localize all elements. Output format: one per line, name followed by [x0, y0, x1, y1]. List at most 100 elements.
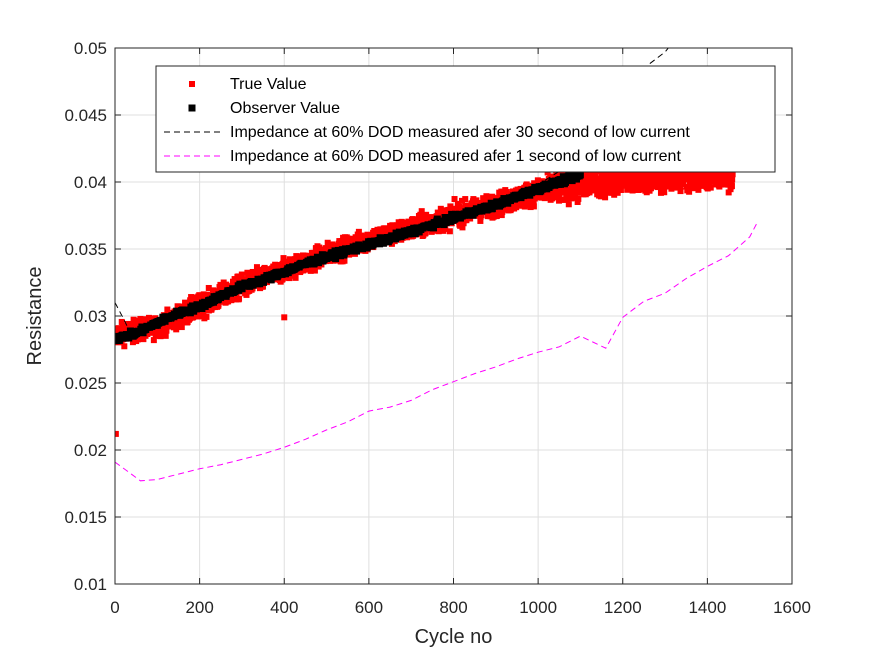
true-value-point [661, 189, 668, 196]
true-value-point [530, 203, 537, 210]
true-value-point [611, 191, 618, 198]
y-tick-label: 0.01 [74, 575, 107, 594]
true-value-point [718, 175, 725, 182]
true-value-point [307, 267, 314, 274]
true-value-point [707, 184, 714, 191]
true-value-point [210, 287, 217, 294]
true-value-point [149, 328, 156, 335]
impedance-1s-line [115, 220, 759, 482]
true-value-point [695, 186, 702, 193]
true-value-point [617, 186, 624, 193]
true-value-point [316, 244, 323, 251]
x-tick-label: 400 [270, 598, 298, 617]
legend-label: Impedance at 60% DOD measured afer 30 se… [230, 124, 690, 141]
true-value-point [253, 264, 260, 271]
true-value-point [624, 186, 631, 193]
tick-labels: 0 200 400 600 800 1000 1200 1400 1600 0.01 0.015 0.… [64, 39, 810, 617]
true-value-point [292, 274, 299, 281]
true-value-point [470, 196, 477, 203]
true-value-point [243, 291, 250, 298]
y-tick-label: 0.04 [74, 173, 107, 192]
true-value-point [132, 317, 139, 324]
y-tick-label: 0.015 [64, 508, 107, 527]
true-value-point [451, 196, 458, 203]
true-value-point [725, 189, 732, 196]
true-value-point [173, 326, 180, 333]
true-value-point [729, 176, 736, 183]
true-value-point [565, 201, 572, 208]
x-tick-label: 0 [110, 598, 119, 617]
true-value-point [683, 183, 690, 190]
true-value-point [236, 295, 243, 302]
true-value-point [137, 315, 144, 322]
true-value-point [219, 284, 226, 291]
x-axis-title: Cycle no [415, 626, 493, 648]
true-value-point [187, 297, 194, 304]
x-tick-label: 1600 [773, 598, 811, 617]
true-value-point [541, 195, 548, 202]
x-tick-label: 1400 [688, 598, 726, 617]
true-value-point [459, 224, 466, 231]
legend-observer-value-marker [188, 104, 196, 112]
x-tick-label: 200 [185, 598, 213, 617]
true-value-point [446, 228, 453, 235]
y-axis-title: Resistance [24, 267, 46, 366]
true-value-point [129, 339, 136, 346]
true-value-point [287, 256, 294, 263]
true-value-point [728, 183, 735, 190]
y-tick-label: 0.05 [74, 39, 107, 58]
true-value-point [458, 197, 465, 204]
x-tick-label: 600 [355, 598, 383, 617]
true-value-point [677, 188, 684, 195]
true-value-point [205, 284, 212, 291]
true-value-point [629, 187, 636, 194]
y-tick-label: 0.045 [64, 106, 107, 125]
true-value-point [279, 276, 286, 283]
y-tick-label: 0.035 [64, 240, 107, 259]
true-value-point [480, 195, 487, 202]
true-value-point [422, 229, 429, 236]
true-value-point [115, 430, 119, 437]
true-value-point [118, 318, 125, 325]
legend-label: Observer Value [230, 100, 340, 117]
true-value-point [647, 184, 654, 191]
true-value-point [140, 336, 147, 343]
true-value-point [563, 195, 570, 202]
x-tick-label: 800 [439, 598, 467, 617]
true-value-point [592, 170, 599, 177]
true-value-point [703, 171, 710, 178]
true-value-point [462, 196, 469, 203]
true-value-point [561, 188, 568, 195]
true-value-point [558, 196, 565, 203]
y-tick-label: 0.025 [64, 374, 107, 393]
true-value-point [162, 332, 169, 339]
ticks [114, 47, 793, 585]
legend-label: True Value [230, 76, 307, 93]
true-value-point [417, 211, 424, 218]
true-value-point [435, 228, 442, 235]
true-value-point [602, 194, 609, 201]
true-value-point [423, 211, 430, 218]
true-value-point [203, 313, 210, 320]
true-value-point [552, 194, 559, 201]
true-value-point [576, 189, 583, 196]
legend-label: Impedance at 60% DOD measured afer 1 sec… [230, 148, 681, 165]
true-value-point [157, 333, 164, 340]
true-value-point [280, 255, 287, 262]
true-value-point [153, 332, 160, 339]
x-tick-label: 1200 [604, 598, 642, 617]
true-value-point [527, 204, 534, 211]
true-value-point [447, 203, 454, 210]
true-value-point [583, 170, 590, 177]
legend-items: True Value Observer Value Impedance at 60%… [164, 76, 690, 165]
true-value-point [188, 294, 195, 301]
true-value-point [659, 185, 666, 192]
true-value-point [281, 314, 288, 321]
true-value-point [657, 189, 664, 196]
true-value-point [389, 222, 396, 229]
true-value-point [614, 189, 621, 196]
true-value-point [164, 306, 171, 313]
true-value-point [628, 184, 635, 191]
true-value-point [706, 179, 713, 186]
